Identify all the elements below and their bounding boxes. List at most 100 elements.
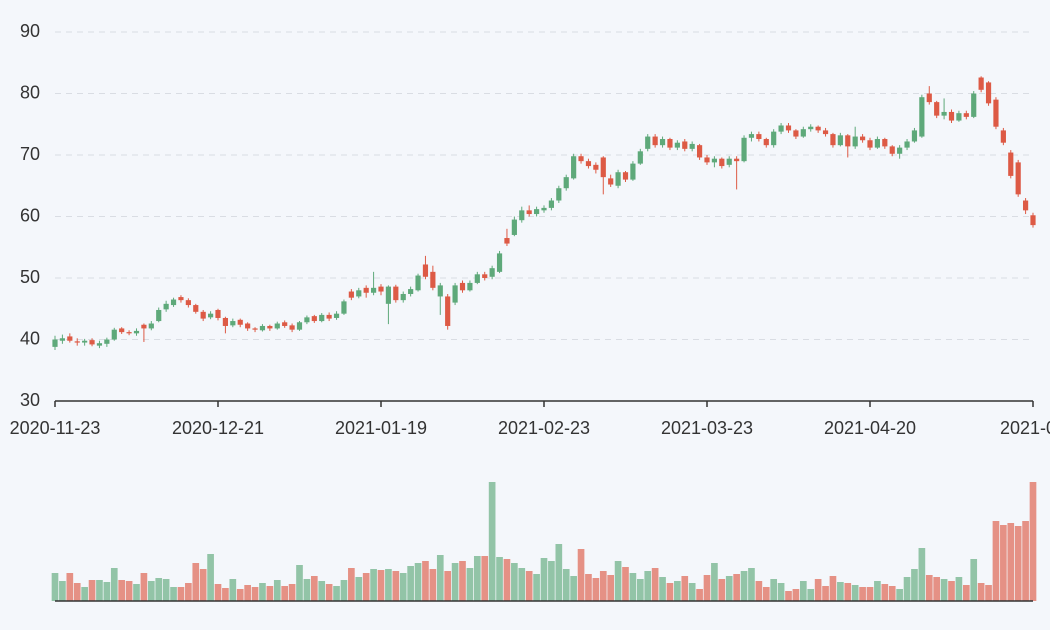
y-tick-label: 30 <box>20 390 40 410</box>
candle-body <box>230 321 236 326</box>
candle-body <box>526 210 532 215</box>
volume-bar <box>251 587 259 601</box>
volume-bar <box>392 571 400 601</box>
volume-bar <box>66 573 74 601</box>
candle-body <box>778 125 784 132</box>
volume-bar <box>948 581 955 601</box>
candle-body <box>926 93 932 103</box>
candle-body <box>282 322 288 326</box>
volume-bar <box>859 587 866 601</box>
volume-bar <box>222 588 229 601</box>
volume-bar <box>748 568 755 601</box>
candle-body <box>400 293 406 301</box>
volume-bar <box>955 577 963 601</box>
volume-bar <box>540 558 548 601</box>
candle-body <box>200 311 206 319</box>
candle-body <box>467 282 473 291</box>
volume-bar <box>777 583 785 601</box>
volume-bar <box>51 573 59 601</box>
volume-bar <box>407 566 414 601</box>
volume-bar <box>918 548 926 601</box>
volume-bar <box>555 544 563 601</box>
candle-body <box>311 316 317 322</box>
volume-bar <box>807 589 815 601</box>
volume-bar <box>414 563 422 601</box>
candle-body <box>941 111 947 116</box>
candle-body <box>267 325 273 329</box>
volume-bar <box>496 557 503 601</box>
candle-body <box>474 274 480 283</box>
volume-bar <box>666 583 674 601</box>
volume-bar <box>651 568 659 601</box>
volume-bar <box>273 580 281 601</box>
candle-body <box>771 131 777 146</box>
volume-bar <box>785 591 792 601</box>
volume-bar <box>170 587 177 601</box>
candle-body <box>726 158 732 165</box>
candle-body <box>319 314 325 322</box>
volume-bar <box>570 576 577 601</box>
candle-body <box>156 309 162 322</box>
candle-body <box>1030 215 1036 226</box>
x-tick-label: 2021-03-23 <box>661 418 753 438</box>
volume-bar <box>829 576 837 601</box>
volume-bar <box>585 574 592 601</box>
volume-bar <box>59 581 66 601</box>
candle-body <box>378 286 384 292</box>
volume-bar <box>192 563 200 601</box>
volume-bar <box>140 573 148 601</box>
candle-body <box>408 289 414 294</box>
candle-body <box>556 188 562 201</box>
volume-bar <box>925 575 933 601</box>
volume-bar <box>266 586 274 601</box>
candle-body <box>415 275 421 291</box>
candle-body <box>356 290 362 297</box>
candle-body <box>104 339 110 344</box>
candle-body <box>911 130 918 142</box>
candle-body <box>1008 152 1014 176</box>
candle-body <box>652 136 658 146</box>
candle-body <box>934 102 940 116</box>
candle-body <box>274 323 280 329</box>
volume-bar <box>503 559 511 601</box>
candle-body <box>141 324 147 329</box>
candle-body <box>82 340 88 343</box>
volume-bar <box>844 583 852 601</box>
candle-body <box>734 158 740 162</box>
volume-bar <box>81 587 88 601</box>
candle-body <box>452 285 458 303</box>
candle-body <box>348 291 354 298</box>
volume-bar <box>770 579 778 601</box>
candle-body <box>333 313 340 318</box>
volume-bar <box>755 581 763 601</box>
candle-body <box>126 332 132 334</box>
volume-bar <box>481 556 489 601</box>
candle-body <box>207 313 214 318</box>
candle-body <box>237 319 243 325</box>
volume-bar <box>288 584 296 601</box>
volume-bar <box>888 586 896 601</box>
volume-bar <box>1007 523 1015 601</box>
candle-body <box>667 139 673 148</box>
candle-body <box>185 300 191 306</box>
candle-body <box>482 274 488 278</box>
volume-bar <box>525 571 533 601</box>
volume-bar <box>281 586 289 601</box>
volume-bar <box>703 575 711 601</box>
volume-bar <box>88 580 96 601</box>
volume-bar <box>466 568 474 601</box>
volume-bar <box>199 569 207 601</box>
candle-body <box>993 99 999 127</box>
volume-bar <box>822 586 829 601</box>
volume-bar <box>340 580 348 601</box>
candle-body <box>882 139 888 147</box>
volume-bar <box>577 549 585 601</box>
x-tick-label: 2020-12-21 <box>172 418 264 438</box>
volume-bar <box>355 577 363 601</box>
volume-bar <box>866 587 874 601</box>
volume-bar <box>348 568 355 601</box>
candle-body <box>830 134 836 146</box>
volume-bar <box>614 561 622 601</box>
candle-body <box>800 129 806 137</box>
